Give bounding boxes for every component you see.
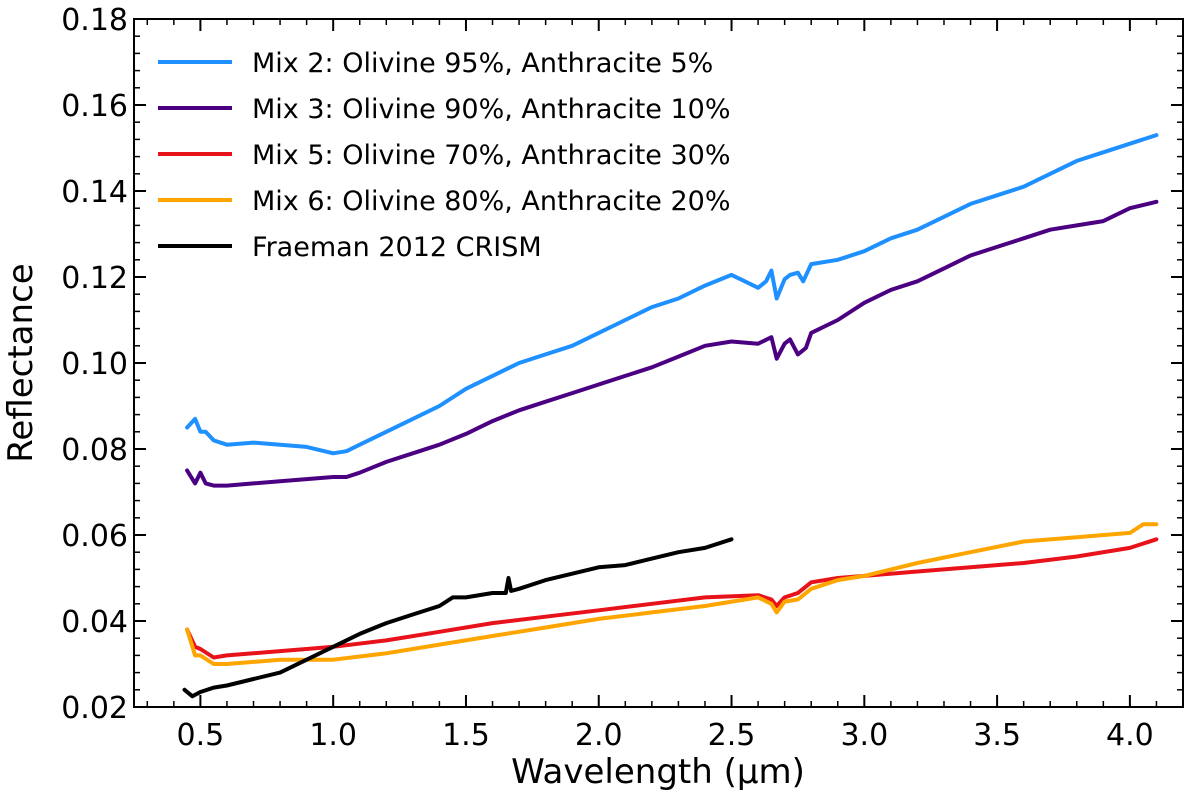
x-tick-label: 4.0 bbox=[1106, 718, 1154, 753]
x-tick-label: 3.5 bbox=[973, 718, 1021, 753]
legend-label: Mix 5: Olivine 70%, Anthracite 30% bbox=[252, 140, 731, 171]
legend-label: Mix 6: Olivine 80%, Anthracite 20% bbox=[252, 186, 731, 217]
y-tick-label: 0.06 bbox=[61, 519, 128, 554]
legend-label: Mix 3: Olivine 90%, Anthracite 10% bbox=[252, 94, 731, 125]
x-tick-label: 2.5 bbox=[708, 718, 756, 753]
y-axis-title: Reflectance bbox=[1, 263, 41, 462]
x-tick-label: 3.0 bbox=[840, 718, 888, 753]
x-axis-title: Wavelength (µm) bbox=[511, 752, 805, 792]
series-line-3 bbox=[185, 537, 1159, 660]
y-tick-label: 0.14 bbox=[61, 175, 128, 210]
y-tick-label: 0.10 bbox=[61, 347, 128, 382]
legend-label: Fraeman 2012 CRISM bbox=[252, 232, 542, 263]
x-tick-label: 1.0 bbox=[309, 718, 357, 753]
y-tick-labels: 0.02 0.04 0.06 0.08 0.10 0.12 0.14 0.16 0.18 bbox=[61, 3, 128, 726]
y-tick-label: 0.04 bbox=[61, 605, 128, 640]
y-tick-label: 0.02 bbox=[61, 691, 128, 726]
axis-ticks bbox=[134, 18, 1183, 708]
legend-label: Mix 2: Olivine 95%, Anthracite 5% bbox=[252, 48, 713, 79]
y-tick-label: 0.16 bbox=[61, 89, 128, 124]
x-tick-labels: 0.5 1.0 1.5 2.0 2.5 3.0 3.5 4.0 bbox=[177, 718, 1154, 753]
x-tick-label: 0.5 bbox=[177, 718, 225, 753]
y-tick-label: 0.08 bbox=[61, 433, 128, 468]
y-tick-label: 0.12 bbox=[61, 261, 128, 296]
series-line-4 bbox=[185, 522, 1159, 666]
series-line-5 bbox=[182, 537, 734, 699]
series-line-2 bbox=[185, 199, 1159, 488]
x-tick-label: 1.5 bbox=[442, 718, 490, 753]
series-line-1 bbox=[185, 133, 1159, 456]
x-tick-label: 2.0 bbox=[575, 718, 623, 753]
legend: Mix 2: Olivine 95%, Anthracite 5% Mix 3: … bbox=[158, 48, 731, 263]
y-tick-label: 0.18 bbox=[61, 3, 128, 38]
series-lines bbox=[182, 133, 1159, 699]
